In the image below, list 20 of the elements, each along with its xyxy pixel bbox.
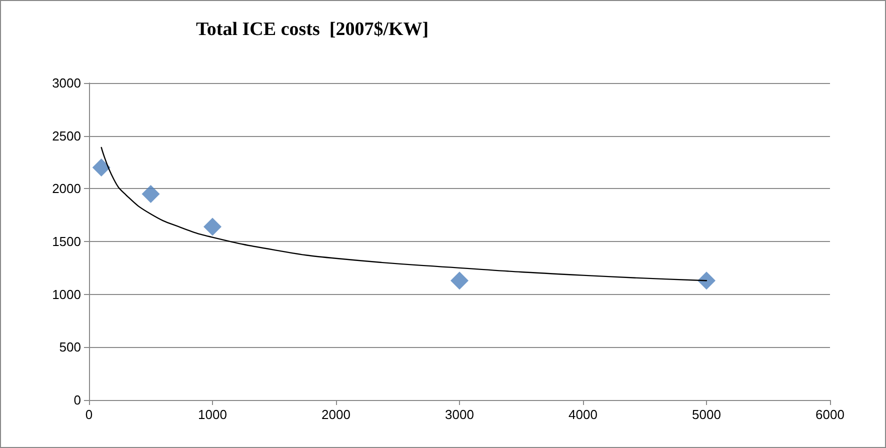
x-tick-label: 3000 [445, 407, 474, 422]
x-tick-label: 5000 [692, 407, 721, 422]
chart-title: Total ICE costs [2007$/KW] [196, 19, 429, 40]
point [698, 272, 716, 290]
y-tick-label: 0 [74, 392, 81, 408]
y-tick-label: 2500 [52, 128, 81, 144]
x-tick-label: 4000 [568, 407, 598, 422]
x-tick-label: 1000 [198, 407, 227, 422]
y-tick-label: 1500 [52, 234, 81, 249]
point [204, 218, 222, 236]
point [450, 272, 468, 290]
y-tick-label: 1000 [52, 286, 81, 302]
x-tick-label: 2000 [322, 407, 350, 422]
y-tick-label: 500 [59, 340, 81, 355]
x-tick-label: 0 [85, 407, 93, 422]
x-tick-label: 6000 [816, 407, 844, 422]
point [92, 158, 110, 177]
y-tick-label: 3000 [52, 76, 81, 90]
y-tick-label: 2000 [52, 181, 81, 196]
point [142, 184, 160, 203]
